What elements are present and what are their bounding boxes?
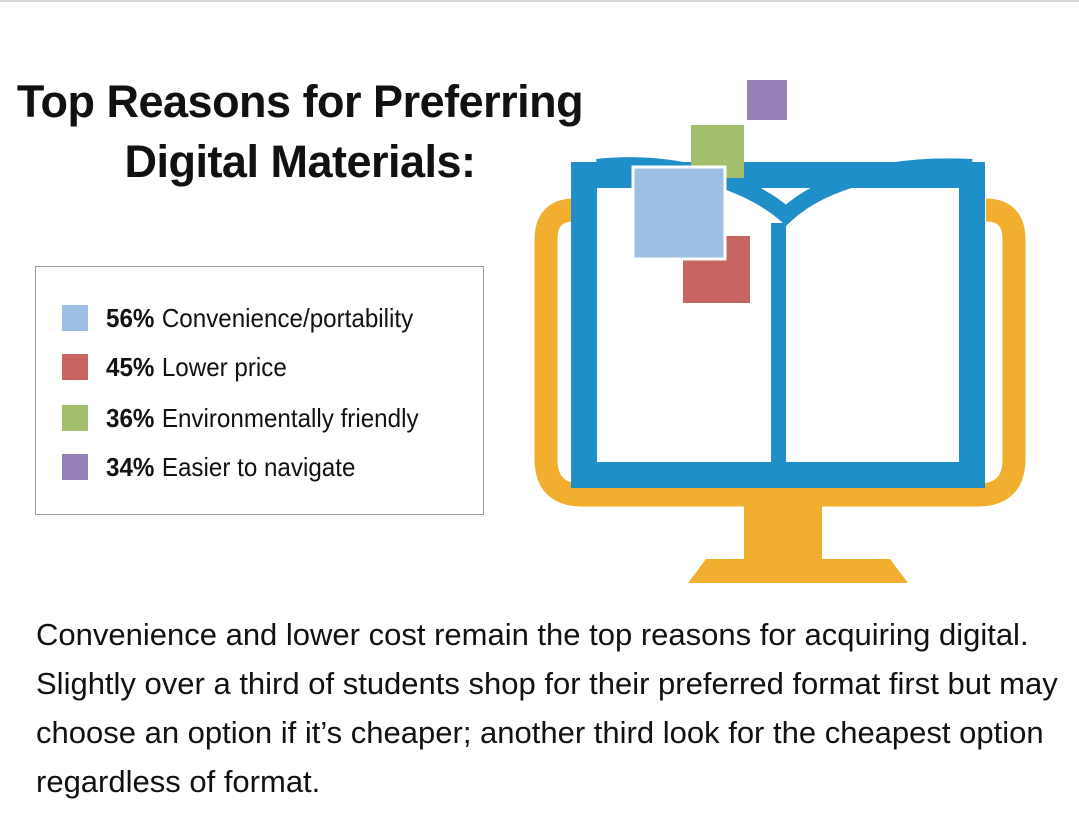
- caption-text: Convenience and lower cost remain the to…: [36, 617, 1058, 799]
- floating-square-convenience: [631, 165, 727, 261]
- legend: 56% Convenience/portability 45% Lower pric…: [35, 266, 484, 515]
- top-divider: [0, 0, 1079, 2]
- legend-label-navigation: Easier to navigate: [161, 452, 356, 482]
- floating-squares: [631, 80, 787, 303]
- computer-monitor-open-book-icon: [534, 80, 1026, 583]
- legend-value-navigation: 34%: [106, 452, 155, 482]
- legend-value-convenience: 56%: [106, 303, 155, 333]
- legend-label-convenience: Convenience/portability: [161, 303, 414, 333]
- legend-swatch-lower-price: [62, 354, 88, 380]
- legend-value-lower-price: 45%: [106, 352, 155, 382]
- page-title: Top Reasons for Preferring Digital Mater…: [0, 72, 600, 192]
- title-line-2: Digital Materials:: [124, 136, 476, 187]
- legend-swatch-convenience: [62, 305, 88, 331]
- title-line-1: Top Reasons for Preferring: [16, 76, 584, 127]
- legend-swatch-environment: [62, 405, 88, 431]
- legend-value-environment: 36%: [106, 403, 155, 433]
- legend-swatch-navigation: [62, 454, 88, 480]
- legend-label-lower-price: Lower price: [161, 352, 287, 382]
- monitor-icon: [534, 198, 1026, 583]
- floating-square-navigation: [747, 80, 787, 120]
- legend-label-environment: Environmentally friendly: [161, 403, 419, 433]
